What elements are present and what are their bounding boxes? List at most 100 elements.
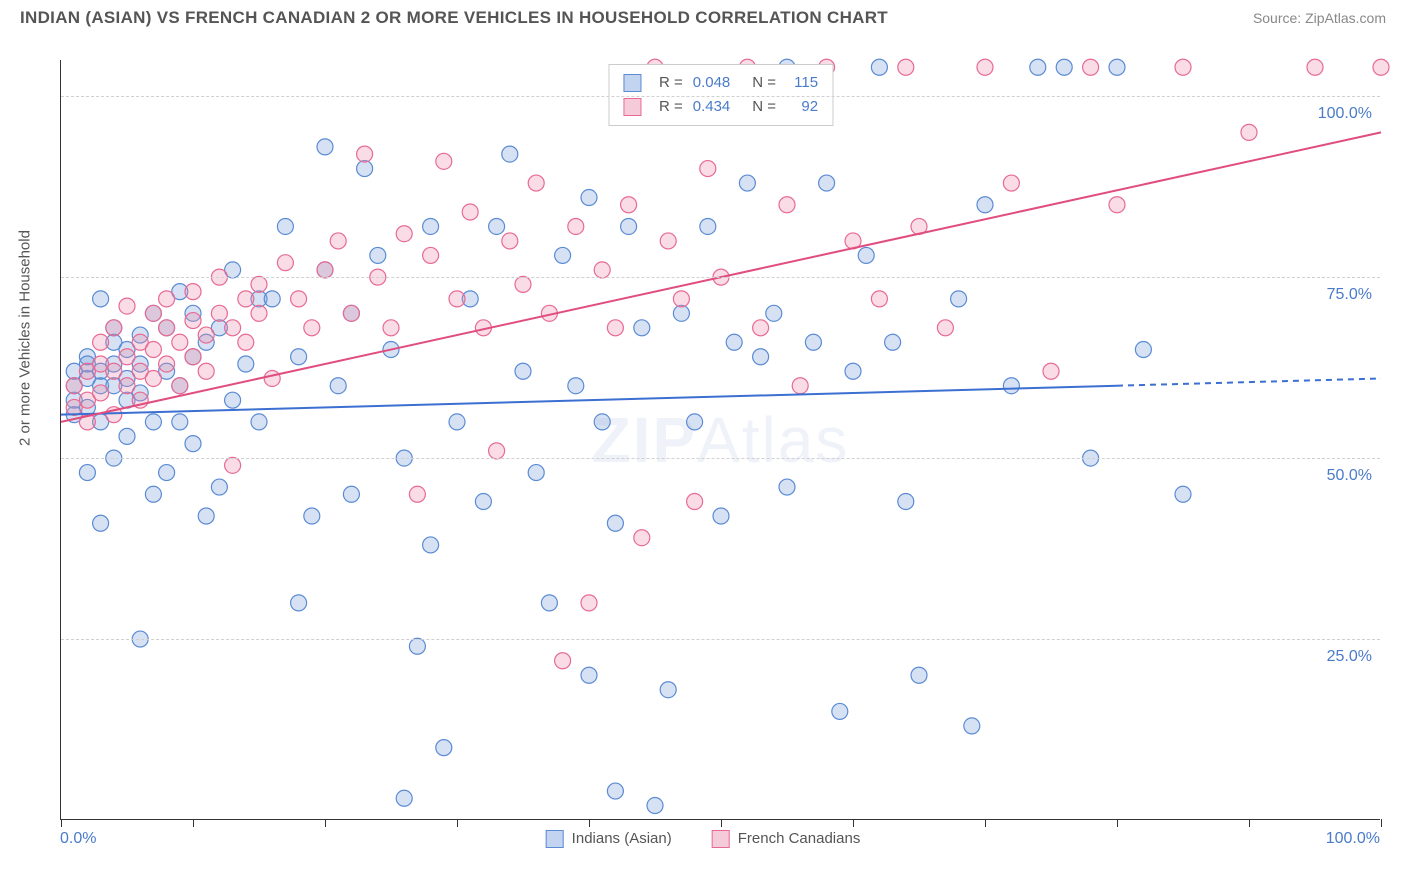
- scatter-point: [660, 682, 676, 698]
- scatter-point: [159, 356, 175, 372]
- scatter-point: [330, 233, 346, 249]
- scatter-point: [396, 226, 412, 242]
- legend-row: R =0.434N =92: [623, 95, 818, 119]
- x-axis-end: 100.0%: [1326, 830, 1380, 848]
- scatter-point: [541, 595, 557, 611]
- scatter-point: [713, 508, 729, 524]
- scatter-point: [1175, 486, 1191, 502]
- scatter-point: [172, 334, 188, 350]
- scatter-point: [370, 247, 386, 263]
- scatter-point: [145, 305, 161, 321]
- legend-n-label: N =: [752, 71, 776, 95]
- scatter-point: [766, 305, 782, 321]
- scatter-point: [119, 349, 135, 365]
- scatter-point: [225, 457, 241, 473]
- scatter-point: [172, 378, 188, 394]
- scatter-point: [423, 537, 439, 553]
- legend-swatch: [623, 74, 641, 92]
- x-tick: [1249, 819, 1250, 827]
- x-tick: [325, 819, 326, 827]
- legend-r-label: R =: [659, 71, 683, 95]
- scatter-point: [753, 320, 769, 336]
- scatter-point: [93, 291, 109, 307]
- series-legend-item: Indians (Asian): [546, 830, 672, 848]
- scatter-point: [1083, 59, 1099, 75]
- scatter-point: [964, 718, 980, 734]
- scatter-point: [357, 146, 373, 162]
- scatter-point: [739, 175, 755, 191]
- scatter-point: [211, 479, 227, 495]
- scatter-point: [185, 284, 201, 300]
- x-tick: [853, 819, 854, 827]
- y-tick-label: 50.0%: [1327, 467, 1372, 485]
- scatter-point: [251, 414, 267, 430]
- y-tick-label: 100.0%: [1318, 105, 1372, 123]
- scatter-point: [607, 515, 623, 531]
- scatter-point: [238, 291, 254, 307]
- gridline: [61, 458, 1380, 459]
- scatter-point: [1003, 175, 1019, 191]
- scatter-point: [317, 139, 333, 155]
- scatter-point: [93, 385, 109, 401]
- x-tick: [721, 819, 722, 827]
- scatter-point: [687, 494, 703, 510]
- scatter-point: [502, 233, 518, 249]
- scatter-svg: [61, 60, 1380, 819]
- legend-swatch: [546, 830, 564, 848]
- series-legend-label: French Canadians: [738, 830, 861, 847]
- scatter-point: [159, 465, 175, 481]
- series-legend-label: Indians (Asian): [572, 830, 672, 847]
- scatter-point: [343, 486, 359, 502]
- scatter-point: [555, 247, 571, 263]
- scatter-point: [515, 276, 531, 292]
- legend-n-value: 115: [786, 71, 818, 95]
- scatter-point: [264, 370, 280, 386]
- scatter-point: [198, 508, 214, 524]
- scatter-point: [753, 349, 769, 365]
- x-tick: [1381, 819, 1382, 827]
- scatter-point: [977, 59, 993, 75]
- scatter-point: [93, 515, 109, 531]
- scatter-point: [172, 414, 188, 430]
- scatter-point: [621, 218, 637, 234]
- scatter-point: [277, 255, 293, 271]
- scatter-point: [185, 313, 201, 329]
- x-axis-start: 0.0%: [60, 830, 96, 848]
- scatter-point: [779, 479, 795, 495]
- legend-r-value: 0.048: [693, 71, 731, 95]
- scatter-point: [1109, 59, 1125, 75]
- scatter-point: [1043, 363, 1059, 379]
- scatter-point: [304, 508, 320, 524]
- scatter-point: [792, 378, 808, 394]
- scatter-point: [449, 291, 465, 307]
- legend-row: R = 0.048 N = 115: [623, 71, 818, 95]
- scatter-point: [937, 320, 953, 336]
- legend-r-value: 0.434: [693, 95, 731, 119]
- scatter-point: [225, 320, 241, 336]
- scatter-point: [198, 363, 214, 379]
- legend-r-label: R =: [659, 95, 683, 119]
- y-tick-label: 25.0%: [1327, 648, 1372, 666]
- scatter-point: [594, 262, 610, 278]
- trend-line: [61, 386, 1117, 415]
- scatter-point: [423, 247, 439, 263]
- scatter-point: [211, 305, 227, 321]
- scatter-point: [304, 320, 320, 336]
- scatter-point: [159, 291, 175, 307]
- scatter-point: [436, 153, 452, 169]
- scatter-point: [502, 146, 518, 162]
- scatter-point: [1241, 124, 1257, 140]
- scatter-point: [1109, 197, 1125, 213]
- x-tick: [589, 819, 590, 827]
- scatter-point: [581, 667, 597, 683]
- scatter-point: [726, 334, 742, 350]
- scatter-point: [423, 218, 439, 234]
- series-legend-item: French Canadians: [712, 830, 861, 848]
- scatter-point: [951, 291, 967, 307]
- scatter-point: [805, 334, 821, 350]
- scatter-point: [409, 486, 425, 502]
- series-legend: Indians (Asian) French Canadians: [546, 830, 861, 848]
- scatter-point: [528, 465, 544, 481]
- scatter-point: [225, 392, 241, 408]
- scatter-point: [79, 465, 95, 481]
